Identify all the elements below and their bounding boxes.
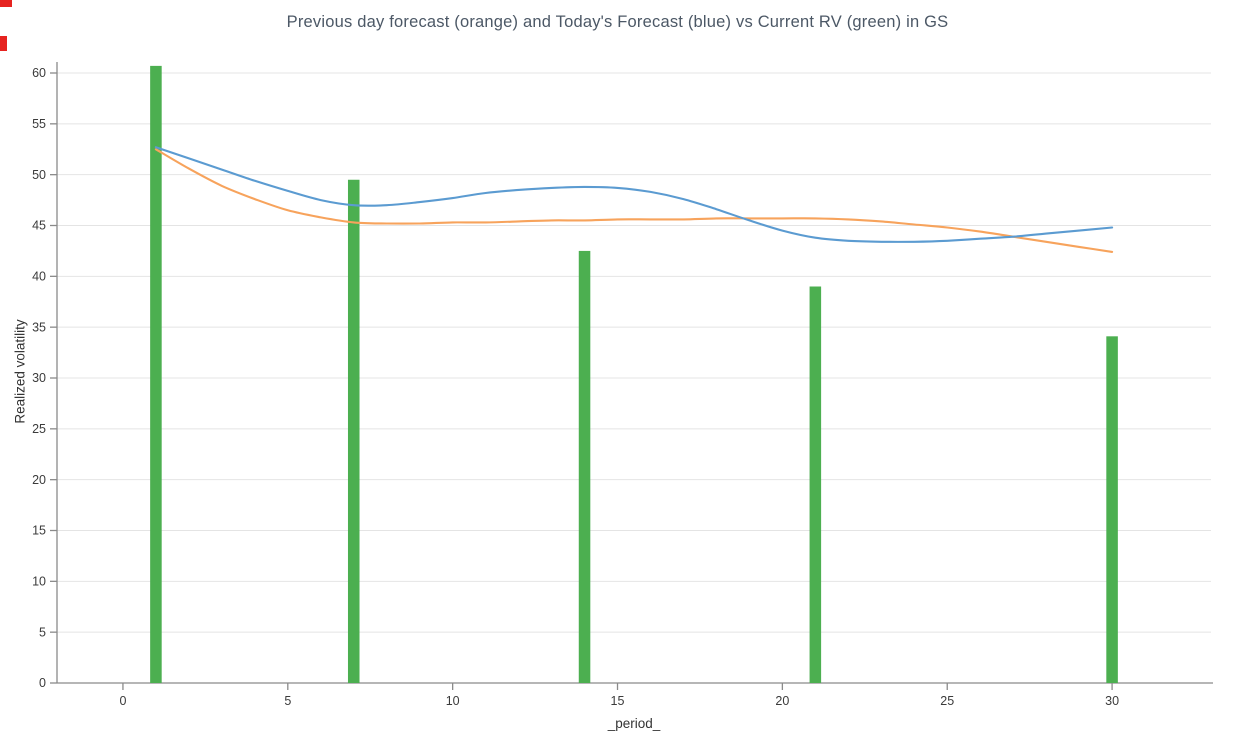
y-tick-label: 45	[32, 219, 46, 233]
chart-title: Previous day forecast (orange) and Today…	[286, 13, 949, 31]
y-tick-label: 0	[39, 676, 46, 690]
y-tick-label: 20	[32, 473, 46, 487]
line-series-today-s-forecast	[154, 146, 1114, 243]
red-artifact-top-left	[0, 0, 12, 7]
x-tick-label: 30	[1105, 694, 1119, 708]
y-tick-label: 60	[32, 66, 46, 80]
x-tick-label: 0	[119, 694, 126, 708]
y-tick-label: 50	[32, 168, 46, 182]
red-artifact-left-edge	[0, 36, 7, 51]
y-tick-label: 25	[32, 422, 46, 436]
bar-current-rv	[347, 179, 360, 683]
y-tick-label: 15	[32, 524, 46, 538]
x-axis-label: _period_	[607, 716, 661, 731]
y-tick-label: 5	[39, 625, 46, 639]
x-tick-label: 20	[775, 694, 789, 708]
y-tick-label: 55	[32, 117, 46, 131]
y-axis-label: Realized volatility	[12, 319, 28, 424]
x-tick-label: 10	[446, 694, 460, 708]
x-tick-label: 25	[940, 694, 954, 708]
y-tick-label: 40	[32, 270, 46, 284]
y-tick-label: 35	[32, 320, 46, 334]
bar-current-rv	[578, 250, 591, 683]
line-series-previous-day-forecast	[154, 148, 1114, 253]
y-tick-label: 10	[32, 575, 46, 589]
bar-current-rv	[150, 65, 162, 684]
y-tick-label: 30	[32, 371, 46, 385]
bar-current-rv	[1106, 336, 1118, 683]
x-tick-label: 15	[611, 694, 625, 708]
bar-current-rv	[809, 286, 822, 683]
x-tick-label: 5	[284, 694, 291, 708]
